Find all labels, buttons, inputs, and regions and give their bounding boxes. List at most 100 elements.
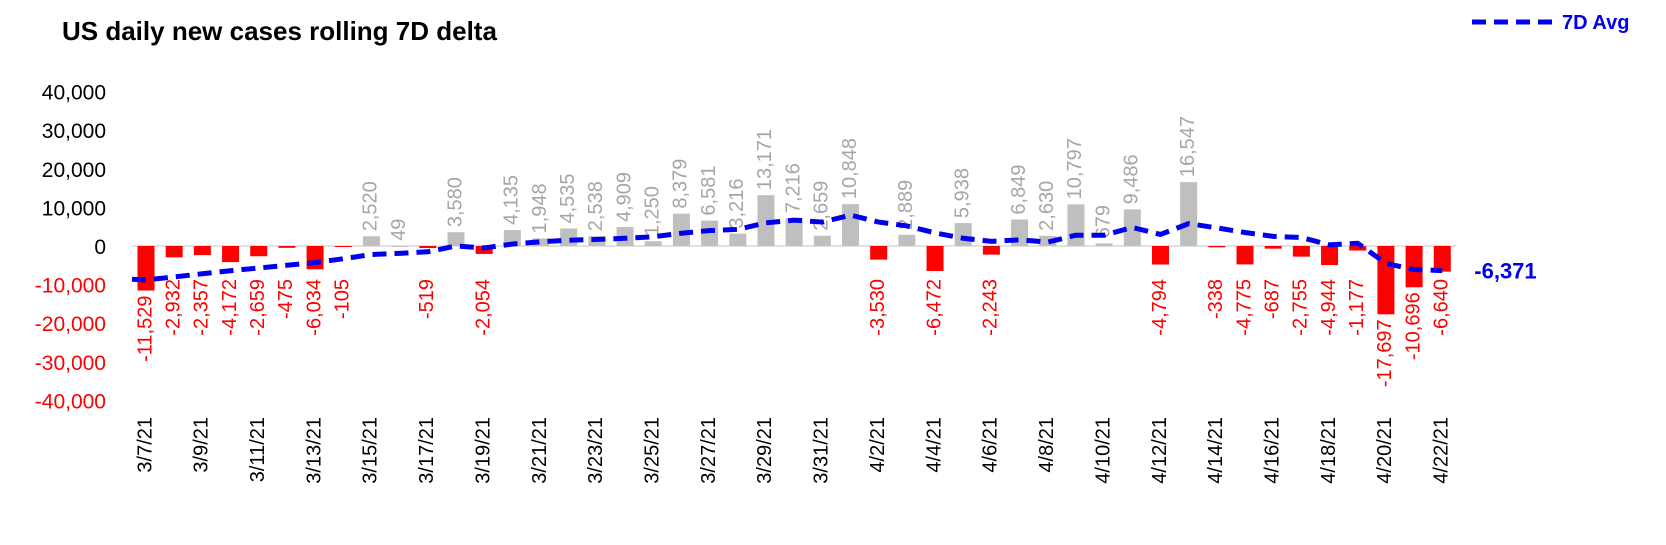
x-tick-label: 4/6/21	[980, 417, 1002, 473]
bar-value-label: 10,797	[1064, 138, 1086, 199]
bar	[926, 246, 944, 271]
bar-value-label: -4,775	[1233, 279, 1255, 336]
x-tick-label: 3/17/21	[416, 417, 438, 484]
bar	[222, 246, 240, 263]
bar	[1321, 246, 1339, 266]
legend-label-7d-avg: 7D Avg	[1562, 12, 1629, 34]
bar	[842, 204, 859, 246]
bar-value-label: 2,889	[895, 180, 917, 230]
x-tick-label: 4/20/21	[1374, 417, 1396, 484]
bar-value-label: -2,054	[472, 279, 494, 336]
bar	[1151, 246, 1169, 265]
bar-value-label: -4,944	[1318, 279, 1340, 336]
y-axis: 40,000 30,000 20,000 10,000 0 -10,000 -20,000 -…	[35, 82, 106, 414]
bar-value-label: 3,216	[726, 179, 748, 229]
bar	[813, 235, 831, 246]
bar-value-label: 2,630	[1036, 181, 1058, 231]
avg-end-label: -6,371	[1474, 259, 1536, 284]
x-tick-label: 4/12/21	[1149, 417, 1171, 484]
bar-value-label: -11,529	[134, 296, 156, 362]
bar-value-label: 4,535	[557, 173, 579, 223]
bar	[391, 245, 409, 247]
bar	[1236, 246, 1254, 265]
bar	[306, 246, 324, 270]
x-tick-label: 3/15/21	[360, 417, 382, 484]
bar	[362, 236, 380, 246]
x-tick-label: 3/27/21	[698, 417, 720, 484]
bar-value-label: 10,848	[839, 138, 861, 199]
x-tick-label: 4/10/21	[1092, 417, 1114, 484]
bar-value-label: -338	[1205, 279, 1227, 319]
bar	[1067, 204, 1085, 246]
bar-value-label: -4,794	[1149, 279, 1171, 336]
y-tick-label: -20,000	[35, 313, 106, 336]
bar-value-label: 1,250	[642, 186, 664, 236]
bar	[419, 246, 437, 249]
bar-value-label: -2,659	[247, 279, 269, 336]
bar-value-label: 2,538	[585, 181, 607, 231]
x-tick-label: 3/23/21	[585, 417, 607, 484]
y-tick-label: -10,000	[35, 275, 106, 298]
x-tick-label: 4/4/21	[923, 417, 945, 473]
bar-value-label: 4,909	[613, 172, 635, 222]
bar-value-label: -2,357	[191, 279, 213, 336]
bar-value-label: 16,547	[1177, 116, 1199, 177]
bar-value-label: 8,379	[670, 159, 692, 209]
bar	[560, 228, 578, 246]
bar-value-label: -105	[332, 279, 354, 319]
bar-value-label: 49	[388, 219, 410, 241]
x-tick-label: 3/7/21	[134, 417, 156, 473]
bar	[1095, 243, 1113, 246]
bar	[757, 195, 775, 246]
bar-value-label: -10,696	[1402, 292, 1424, 360]
bar-value-label: -1,177	[1346, 279, 1368, 336]
bar-value-label: 2,520	[360, 181, 382, 231]
x-tick-label: 4/16/21	[1261, 417, 1283, 484]
x-tick-label: 3/13/21	[303, 417, 325, 484]
bar	[898, 234, 916, 246]
bar-value-label: -6,034	[303, 279, 325, 336]
x-tick-label: 4/8/21	[1036, 417, 1058, 473]
bar	[1264, 246, 1282, 249]
bar-value-label: 3,580	[444, 177, 466, 227]
x-tick-label: 4/22/21	[1431, 417, 1453, 484]
bar-value-label: -2,243	[980, 279, 1002, 336]
bar	[250, 246, 268, 257]
bar-value-label: 5,938	[952, 168, 974, 218]
bar	[1433, 246, 1451, 272]
bar-value-label: -3,530	[867, 279, 889, 336]
x-axis: 3/7/21 3/9/21 3/11/21 3/13/21 3/15/21 3/17/21…	[134, 417, 1452, 484]
y-tick-label: 30,000	[42, 120, 106, 143]
bar-value-label: 679	[1092, 205, 1114, 238]
bar	[729, 233, 747, 246]
x-tick-label: 3/19/21	[472, 417, 494, 484]
x-tick-label: 3/9/21	[191, 417, 213, 473]
y-tick-label: 0	[94, 236, 106, 259]
bar-labels: -11,529 -2,932 -2,357 -4,172 -2,659 -475 -6,03…	[134, 116, 1452, 387]
bar-value-label: -2,932	[162, 279, 184, 336]
bar-value-label: -687	[1261, 279, 1283, 319]
bar	[1292, 246, 1310, 257]
bar	[1349, 246, 1367, 251]
bar-value-label: -6,472	[923, 279, 945, 336]
x-tick-label: 3/29/21	[754, 417, 776, 484]
x-tick-label: 3/25/21	[642, 417, 664, 484]
bar	[447, 232, 465, 246]
x-tick-label: 4/18/21	[1318, 417, 1340, 484]
bar	[1405, 246, 1423, 288]
bar	[644, 241, 662, 246]
bar	[137, 246, 155, 291]
bar	[1208, 246, 1226, 248]
x-tick-label: 4/14/21	[1205, 417, 1227, 484]
legend: 7D Avg	[1472, 12, 1629, 34]
bar-value-label: -6,640	[1431, 279, 1453, 336]
y-tick-label: 40,000	[42, 82, 106, 105]
bar-value-label: -17,697	[1374, 319, 1396, 387]
x-tick-label: 4/2/21	[867, 417, 889, 473]
chart-title: US daily new cases rolling 7D delta	[62, 16, 497, 46]
avg-line-7d	[131, 212, 1443, 283]
bar-value-label: 6,849	[1008, 165, 1030, 215]
y-tick-label: -30,000	[35, 352, 106, 375]
bar	[982, 246, 1000, 255]
